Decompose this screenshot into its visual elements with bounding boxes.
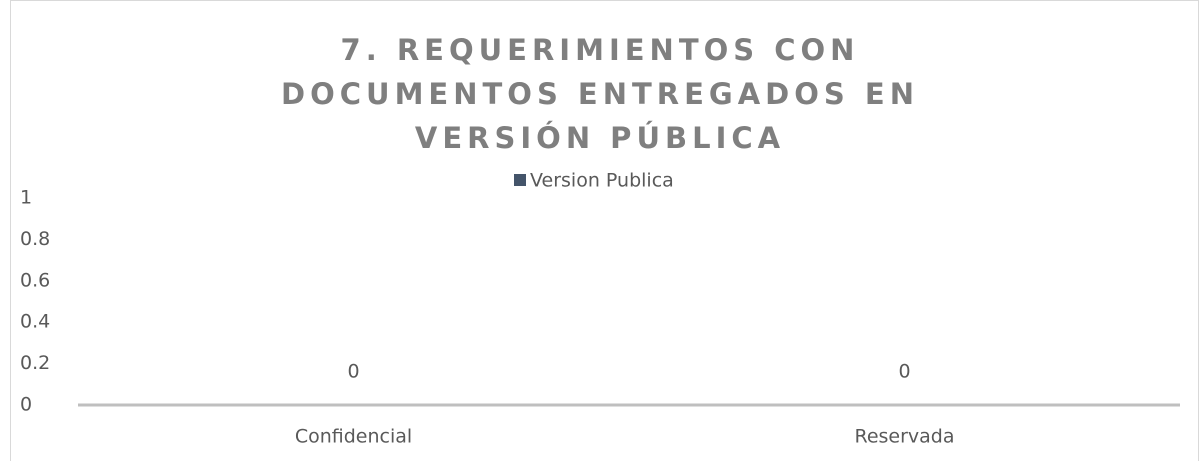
legend-label: Version Publica <box>530 170 674 192</box>
chart-title: 7. REQUERIMIENTOS CON DOCUMENTOS ENTREGA… <box>281 33 919 155</box>
x-tick-label: Reservada <box>854 426 954 448</box>
chart-border <box>10 0 1199 461</box>
y-tick-label: 0.4 <box>20 311 50 333</box>
y-tick-label: 1 <box>20 187 32 209</box>
y-tick-label: 0 <box>20 394 32 416</box>
y-tick-label: 0.2 <box>20 352 50 374</box>
y-tick-label: 0.6 <box>20 269 50 291</box>
y-tick-label: 0.8 <box>20 228 50 250</box>
legend-swatch <box>514 174 526 186</box>
data-label: 0 <box>898 361 910 383</box>
x-tick-label: Confidencial <box>295 426 412 448</box>
data-label: 0 <box>347 361 359 383</box>
